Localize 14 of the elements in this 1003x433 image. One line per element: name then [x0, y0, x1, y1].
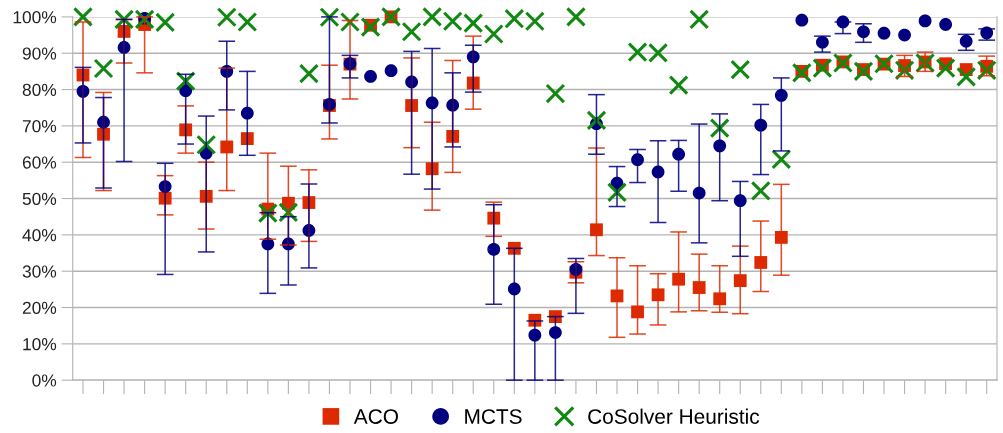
y-tick-label: 30% [22, 265, 57, 278]
y-tick-label: 0% [32, 374, 57, 387]
y-tick-label: 40% [22, 229, 57, 242]
y-tick-label: 50% [22, 192, 57, 205]
y-tick-label: 100% [13, 11, 57, 24]
y-tick-label: 70% [22, 120, 57, 133]
y-tick-label: 80% [22, 83, 57, 97]
y-tick-label: 10% [23, 338, 57, 351]
y-tick-label: 20% [22, 301, 57, 314]
legend-label: ACO [353, 409, 398, 424]
legend-label: CoSolver Heuristic [588, 408, 760, 424]
y-tick-label: 90% [22, 47, 57, 60]
y-tick-label: 60% [22, 156, 57, 169]
legend-label: MCTS [465, 409, 522, 424]
